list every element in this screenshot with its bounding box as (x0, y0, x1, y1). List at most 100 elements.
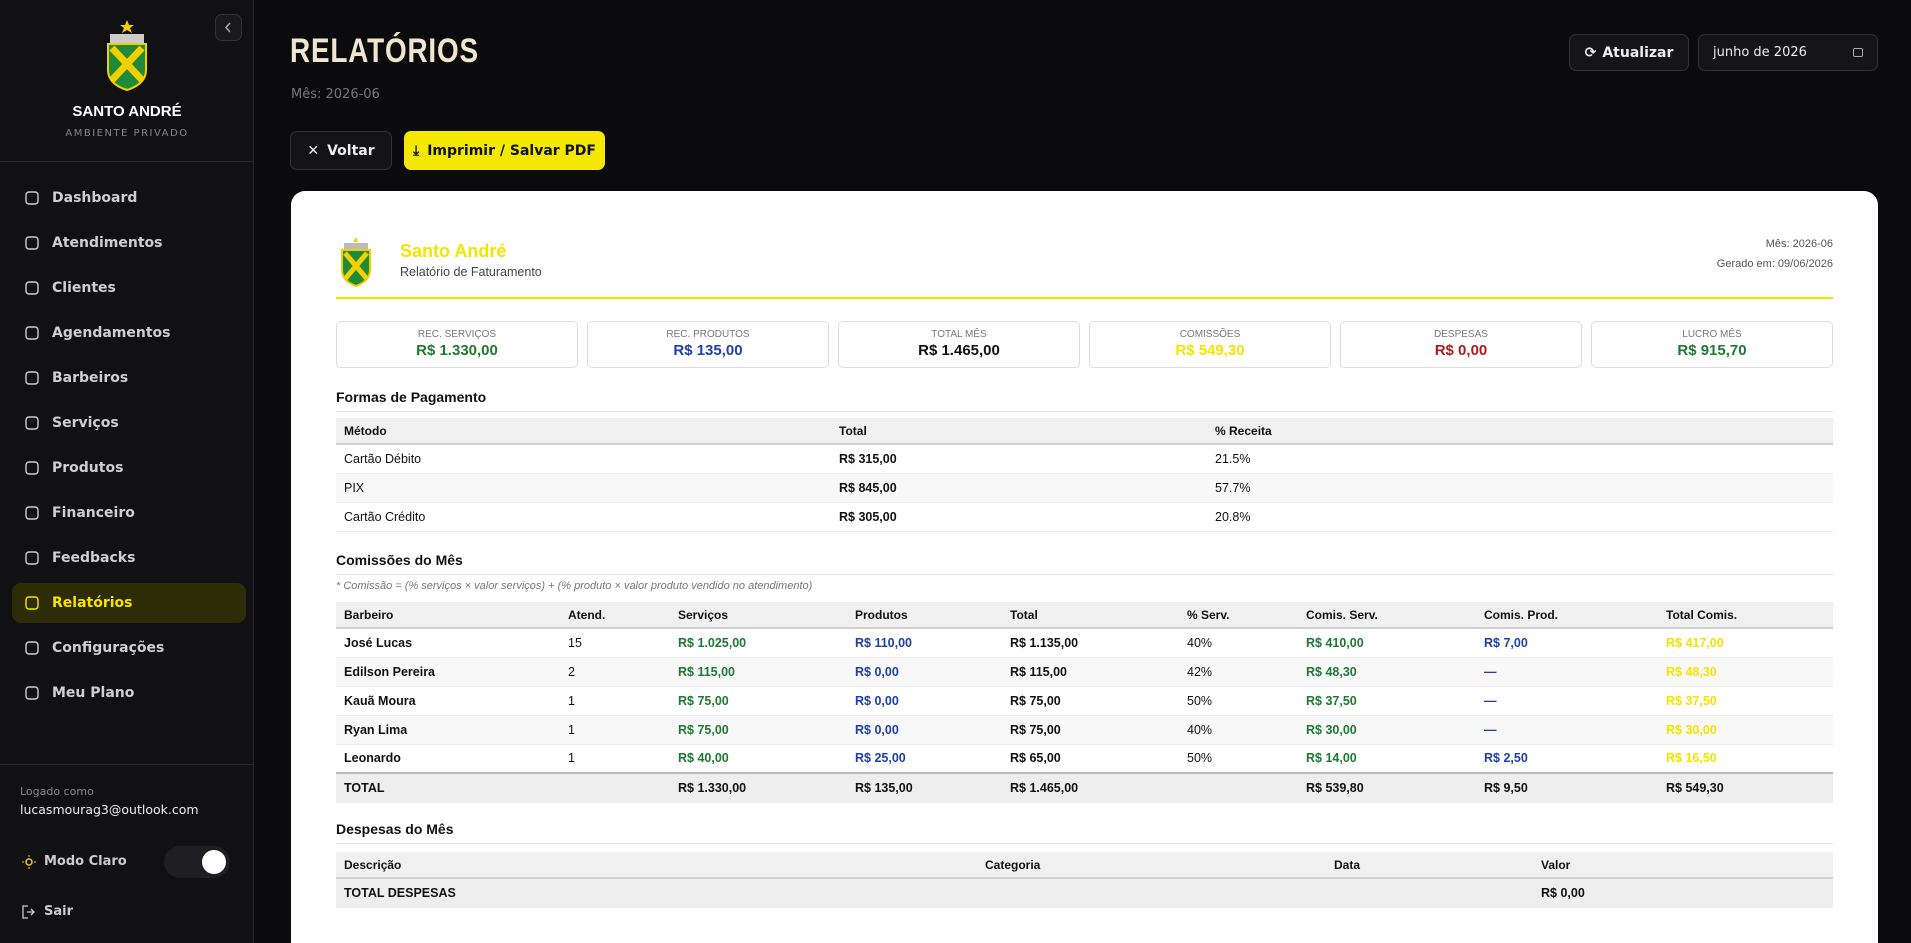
kpi-label: REC. PRODUTOS (666, 329, 750, 340)
icon (25, 461, 39, 475)
table-cell: R$ 25,00 (847, 744, 1002, 774)
kpi-value: R$ 549,30 (1175, 342, 1245, 359)
nav: Dashboard Atendimentos Clientes Agendamento… (12, 178, 246, 718)
table-row: Ryan Lima 1 R$ 75,00 R$ 0,00 R$ 75,00 40% R$ 3… (336, 715, 1833, 745)
column-header: Total (831, 418, 1207, 445)
table-cell: R$ 2,50 (1476, 744, 1658, 774)
nav-label: Serviços (52, 415, 119, 431)
table-row: TOTAL DESPESAS R$ 0,00 (336, 877, 1833, 908)
table-cell: 21.5% (1207, 444, 1833, 474)
column-header: Data (1326, 852, 1533, 879)
nav-item[interactable]: Configurações (12, 628, 246, 668)
nav-item[interactable]: Clientes (12, 268, 246, 308)
kpi-value: R$ 1.465,00 (918, 342, 1000, 359)
report-brand: Santo André (400, 241, 507, 261)
column-header: Comis. Prod. (1476, 602, 1658, 629)
table-cell (1326, 877, 1533, 908)
user-email: lucasmourag3@outlook.com (20, 802, 199, 817)
nav-label: Configurações (52, 640, 165, 656)
column-header: Produtos (847, 602, 1002, 629)
nav-item[interactable]: Serviços (12, 403, 246, 443)
table-cell: Edilson Pereira (336, 657, 560, 687)
column-header: Total (1002, 602, 1179, 629)
column-header: Atend. (560, 602, 670, 629)
table-cell: R$ 539,80 (1298, 772, 1476, 803)
nav-item[interactable]: Feedbacks (12, 538, 246, 578)
column-header: Descrição (336, 852, 977, 879)
page-title: RELATÓRIOS (290, 32, 479, 70)
nav-label: Agendamentos (52, 325, 171, 341)
table-row: Cartão Crédito R$ 305,00 20.8% (336, 502, 1833, 532)
icon (25, 281, 39, 295)
report-logo (341, 237, 371, 288)
icon (25, 371, 39, 385)
nav-item[interactable]: Relatórios (12, 583, 246, 623)
kpi-card: TOTAL MÊS R$ 1.465,00 (838, 321, 1080, 368)
table-cell: R$ 417,00 (1658, 628, 1833, 658)
nav-label: Clientes (52, 280, 116, 296)
divider (0, 161, 254, 162)
nav-label: Produtos (52, 460, 124, 476)
table-cell: 1 (560, 715, 670, 745)
table-cell: 1 (560, 744, 670, 774)
table-cell: R$ 37,50 (1298, 686, 1476, 716)
table-cell: — (1476, 657, 1658, 687)
table-cell: R$ 845,00 (831, 473, 1207, 503)
nav-item[interactable]: Atendimentos (12, 223, 246, 263)
kpi-value: R$ 1.330,00 (416, 342, 498, 359)
collapse-button[interactable] (215, 14, 242, 41)
nav-item[interactable]: Meu Plano (12, 673, 246, 713)
column-header: Total Comis. (1658, 602, 1833, 629)
nav-item[interactable]: Agendamentos (12, 313, 246, 353)
table-cell: R$ 410,00 (1298, 628, 1476, 658)
nav-item[interactable]: Dashboard (12, 178, 246, 218)
payments-table: Método Total% Receita Cartão Débito R$ 315,… (336, 418, 1833, 532)
kpi-label: DESPESAS (1434, 329, 1488, 340)
table-cell: R$ 305,00 (831, 502, 1207, 532)
kpi-card: DESPESAS R$ 0,00 (1340, 321, 1582, 368)
table-cell: 2 (560, 657, 670, 687)
table-cell: R$ 30,00 (1658, 715, 1833, 745)
report-kind: Relatório de Faturamento (400, 265, 542, 279)
nav-label: Relatórios (52, 595, 133, 611)
table-cell: Cartão Crédito (336, 502, 831, 532)
print-button[interactable]: ⤓ Imprimir / Salvar PDF (404, 131, 605, 170)
main: RELATÓRIOS Mês: 2026-06 ⟳ Atualizar junho… (254, 0, 1911, 943)
report-month: Mês: 2026-06 (1765, 238, 1833, 250)
table-cell (977, 877, 1326, 908)
table-cell: R$ 549,30 (1658, 772, 1833, 803)
table-cell: R$ 75,00 (670, 715, 847, 745)
icon (25, 191, 39, 205)
nav-label: Atendimentos (52, 235, 163, 251)
table-cell: R$ 37,50 (1658, 686, 1833, 716)
month-input[interactable]: junho de 2026 (1698, 34, 1878, 71)
month-value: junho de 2026 (1713, 45, 1807, 60)
sidebar: SANTO ANDRÉ AMBIENTE PRIVADO Dashboard At… (0, 0, 254, 943)
column-header: % Serv. (1179, 602, 1298, 629)
theme-toggle[interactable] (164, 846, 230, 878)
back-button[interactable]: ✕ Voltar (290, 131, 392, 170)
icon (25, 416, 39, 430)
table-row: Leonardo 1 R$ 40,00 R$ 25,00 R$ 65,00 50% R$ 1… (336, 744, 1833, 774)
page-subtitle: Mês: 2026-06 (291, 87, 380, 102)
user-label: Logado como (20, 785, 94, 798)
kpi-card: REC. PRODUTOS R$ 135,00 (587, 321, 829, 368)
table-cell: R$ 9,50 (1476, 772, 1658, 803)
expenses-table: Descrição Categoria Data Valor TOTAL DESPESA… (336, 852, 1833, 908)
table-cell: Ryan Lima (336, 715, 560, 745)
refresh-button[interactable]: ⟳ Atualizar (1569, 34, 1689, 71)
table-cell: 57.7% (1207, 473, 1833, 503)
table-row: Edilson Pereira 2 R$ 115,00 R$ 0,00 R$ 115,0… (336, 657, 1833, 687)
report-generated: Gerado em: 09/06/2026 (1716, 258, 1833, 270)
table-cell: R$ 315,00 (831, 444, 1207, 474)
kpi-label: LUCRO MÊS (1682, 329, 1742, 340)
nav-item[interactable]: Barbeiros (12, 358, 246, 398)
nav-item[interactable]: Produtos (12, 448, 246, 488)
logout[interactable]: Sair (44, 904, 74, 919)
table-cell: R$ 75,00 (1002, 715, 1179, 745)
table-cell (560, 772, 670, 803)
table-cell: R$ 75,00 (670, 686, 847, 716)
kpi-value: R$ 915,70 (1677, 342, 1747, 359)
nav-item[interactable]: Financeiro (12, 493, 246, 533)
